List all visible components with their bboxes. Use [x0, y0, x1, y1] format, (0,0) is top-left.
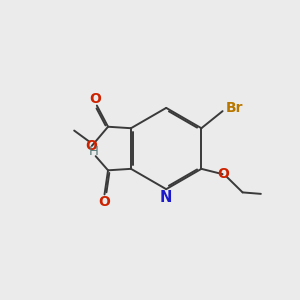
Text: O: O [85, 139, 97, 153]
Text: O: O [89, 92, 101, 106]
Text: Br: Br [226, 101, 244, 115]
Text: N: N [160, 190, 172, 205]
Text: O: O [98, 194, 110, 208]
Text: O: O [217, 167, 229, 181]
Text: H: H [88, 145, 98, 158]
